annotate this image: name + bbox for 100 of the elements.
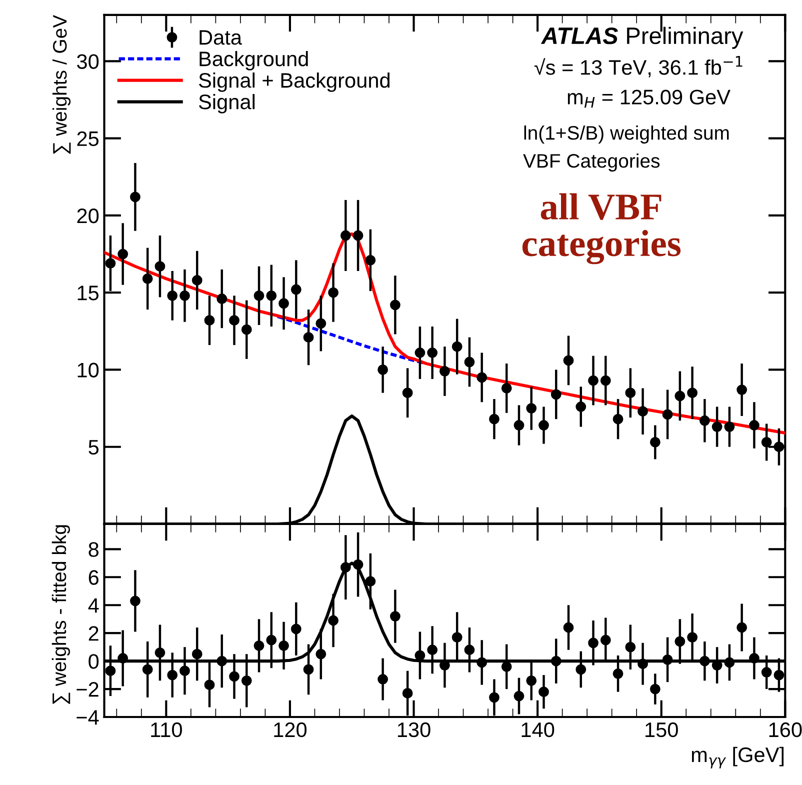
point bbox=[749, 420, 760, 430]
point bbox=[476, 372, 488, 383]
point bbox=[204, 315, 215, 326]
point bbox=[440, 366, 450, 376]
y-tick-label: 6 bbox=[88, 570, 98, 585]
annotation: ln(1+S/B) weighted sum bbox=[524, 125, 729, 144]
point bbox=[538, 420, 549, 430]
point bbox=[142, 664, 153, 675]
y-tick-label: 0 bbox=[88, 654, 99, 669]
point bbox=[316, 318, 326, 329]
point bbox=[650, 684, 660, 694]
point bbox=[687, 388, 698, 398]
point bbox=[724, 657, 735, 668]
point bbox=[774, 442, 784, 452]
point bbox=[118, 248, 128, 260]
point bbox=[550, 389, 562, 400]
point bbox=[761, 667, 772, 678]
legend-label: Data bbox=[200, 30, 242, 45]
point bbox=[130, 192, 140, 202]
annotation: all VBF categories bbox=[522, 193, 681, 264]
point bbox=[278, 640, 289, 651]
point bbox=[612, 668, 624, 679]
point bbox=[501, 383, 512, 394]
point bbox=[192, 275, 202, 286]
point bbox=[576, 664, 586, 675]
point bbox=[662, 409, 673, 420]
point bbox=[340, 230, 351, 241]
y-tick-label: 25 bbox=[77, 131, 99, 146]
y-tick-label: 10 bbox=[78, 362, 99, 378]
point bbox=[204, 680, 215, 690]
point bbox=[167, 290, 178, 301]
point bbox=[612, 414, 624, 424]
y-axis-title: ∑ weights - fitted bkg bbox=[52, 525, 70, 704]
y-tick-label: 15 bbox=[78, 286, 99, 300]
point bbox=[662, 654, 673, 665]
point bbox=[550, 656, 562, 666]
annotation: √s = 13 TeV, 36.1 fb$^{−1}$ bbox=[534, 56, 742, 78]
point bbox=[489, 692, 500, 703]
point bbox=[216, 656, 228, 666]
y-tick-label: 8 bbox=[88, 542, 98, 557]
point bbox=[464, 356, 475, 368]
point bbox=[328, 615, 338, 626]
x-tick-label: 110 bbox=[151, 722, 182, 738]
point bbox=[563, 355, 574, 366]
point bbox=[526, 403, 537, 414]
point bbox=[254, 640, 264, 651]
point bbox=[650, 437, 660, 448]
point bbox=[402, 688, 413, 698]
point bbox=[105, 258, 116, 268]
y-tick-label: −4 bbox=[76, 710, 99, 725]
point bbox=[514, 690, 524, 702]
point bbox=[142, 274, 153, 284]
point bbox=[365, 576, 376, 587]
point bbox=[352, 230, 364, 241]
point bbox=[625, 642, 636, 652]
point bbox=[501, 661, 512, 672]
point bbox=[600, 634, 611, 646]
point bbox=[390, 300, 400, 310]
x-tick-label: 120 bbox=[274, 722, 307, 738]
point bbox=[130, 596, 140, 606]
x-tick-label: 160 bbox=[769, 722, 802, 738]
y-tick-label: 20 bbox=[77, 208, 99, 224]
point bbox=[352, 559, 364, 570]
point bbox=[476, 657, 488, 668]
point bbox=[378, 674, 388, 684]
point bbox=[154, 261, 166, 272]
point bbox=[154, 647, 166, 658]
point bbox=[180, 290, 190, 301]
point bbox=[266, 290, 277, 301]
x-tick-label: 130 bbox=[398, 722, 430, 738]
point bbox=[378, 364, 388, 375]
point bbox=[290, 624, 302, 634]
point bbox=[724, 422, 735, 432]
point bbox=[452, 632, 462, 642]
annotation: VBF Categories bbox=[523, 153, 660, 172]
annotation: m$_{H}$ = 125.09 GeV bbox=[568, 90, 730, 108]
annotation: Preliminary bbox=[627, 26, 744, 49]
point bbox=[340, 562, 351, 573]
point bbox=[414, 650, 426, 661]
point bbox=[303, 332, 314, 343]
point bbox=[303, 664, 314, 675]
legend-label: Signal bbox=[198, 94, 255, 114]
x-tick-label: 150 bbox=[646, 722, 678, 738]
point bbox=[736, 622, 748, 633]
point bbox=[192, 648, 202, 660]
point bbox=[402, 388, 413, 398]
y-tick-label: 30 bbox=[77, 54, 99, 69]
point bbox=[699, 656, 710, 666]
y-tick-label: −2 bbox=[76, 682, 98, 697]
y-axis-title: ∑ weights / GeV bbox=[52, 14, 71, 154]
point bbox=[638, 406, 648, 417]
point bbox=[588, 375, 598, 386]
point bbox=[588, 638, 598, 648]
y-tick-label: 5 bbox=[88, 440, 99, 455]
point bbox=[674, 636, 686, 647]
point bbox=[464, 644, 475, 656]
legend-label: Background bbox=[200, 51, 308, 70]
point bbox=[427, 644, 438, 656]
point bbox=[638, 658, 648, 670]
point bbox=[365, 254, 376, 266]
